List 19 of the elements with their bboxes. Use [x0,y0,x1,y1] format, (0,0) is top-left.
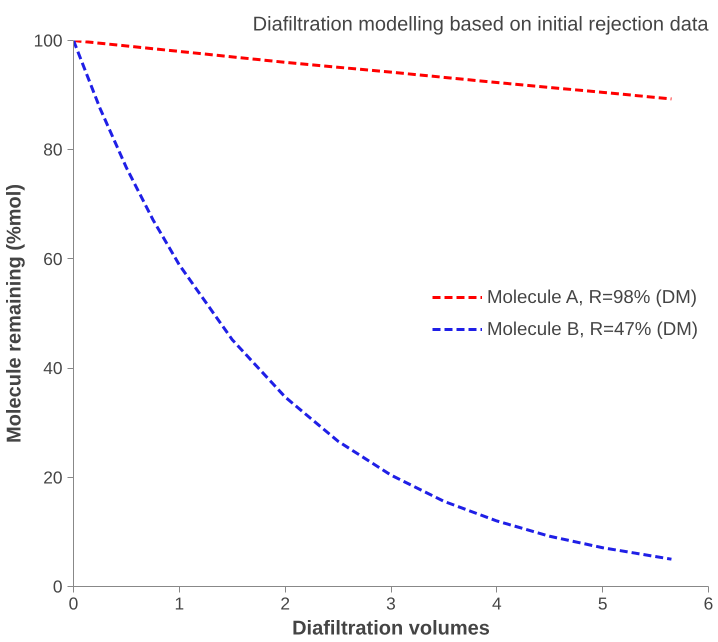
y-tick-label: 20 [43,467,63,488]
y-tick-label: 80 [43,140,63,160]
x-tick-label: 5 [598,594,608,614]
chart-title: Diafiltration modelling based on initial rejection data [252,14,710,36]
x-tick-label: 4 [492,594,502,614]
y-tick-label: 0 [52,576,63,596]
x-tick-label: 0 [68,594,78,614]
x-tick-label: 6 [704,594,714,614]
legend-label: Molecule B, R=47% (DM) [487,318,698,340]
legend-label: Molecule A, R=98% (DM) [487,286,697,308]
y-axis-title: Molecule remaining (%mol) [4,184,26,443]
x-axis-title: Diafiltration volumes [292,618,490,640]
x-tick-label: 2 [280,594,290,614]
y-tick-label: 40 [43,358,63,378]
x-tick-label: 1 [174,594,184,614]
y-tick-label: 100 [34,30,63,50]
x-tick-label: 3 [386,594,396,614]
y-tick-label: 60 [43,248,63,269]
line-series [74,40,673,100]
